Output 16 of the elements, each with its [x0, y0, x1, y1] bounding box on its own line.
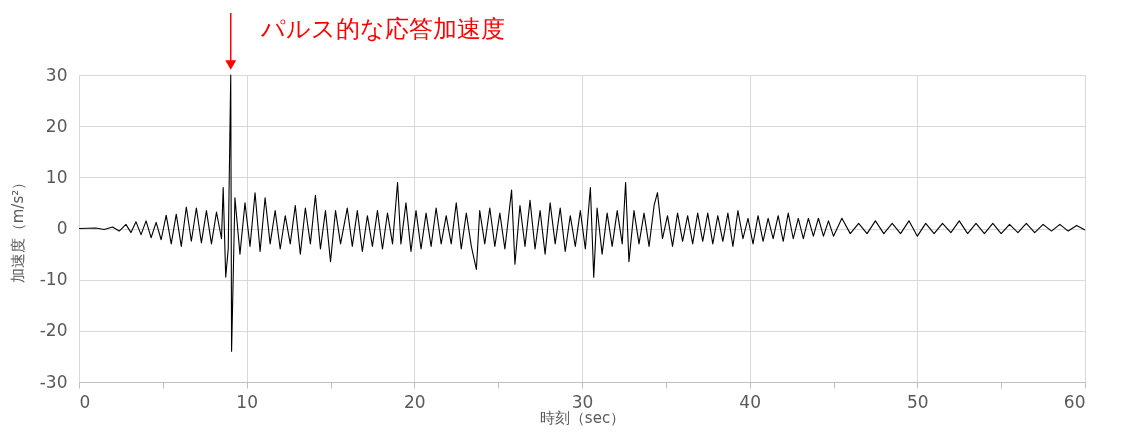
y-tick-label: -30	[39, 371, 68, 392]
y-tick-label: 0	[56, 218, 68, 238]
y-tick-label: 10	[45, 166, 68, 187]
annotation: パルス的な応答加速度	[259, 15, 505, 43]
x-tick-label: 40	[739, 391, 761, 412]
x-tick-label: 60	[1063, 391, 1086, 412]
y-tick-label: 20	[45, 115, 68, 136]
y-tick-label: -10	[39, 269, 68, 290]
y-tick-label: 30	[45, 64, 68, 85]
y-axis-title: 加速度（m/s²）	[8, 174, 27, 284]
line-series	[78, 74, 1086, 352]
x-tick-label: 0	[79, 391, 91, 412]
x-tick-label: 20	[404, 391, 426, 412]
x-tick-label: 10	[236, 391, 258, 412]
y-tick-label: -20	[39, 320, 68, 341]
x-tick-label: 50	[907, 391, 929, 412]
